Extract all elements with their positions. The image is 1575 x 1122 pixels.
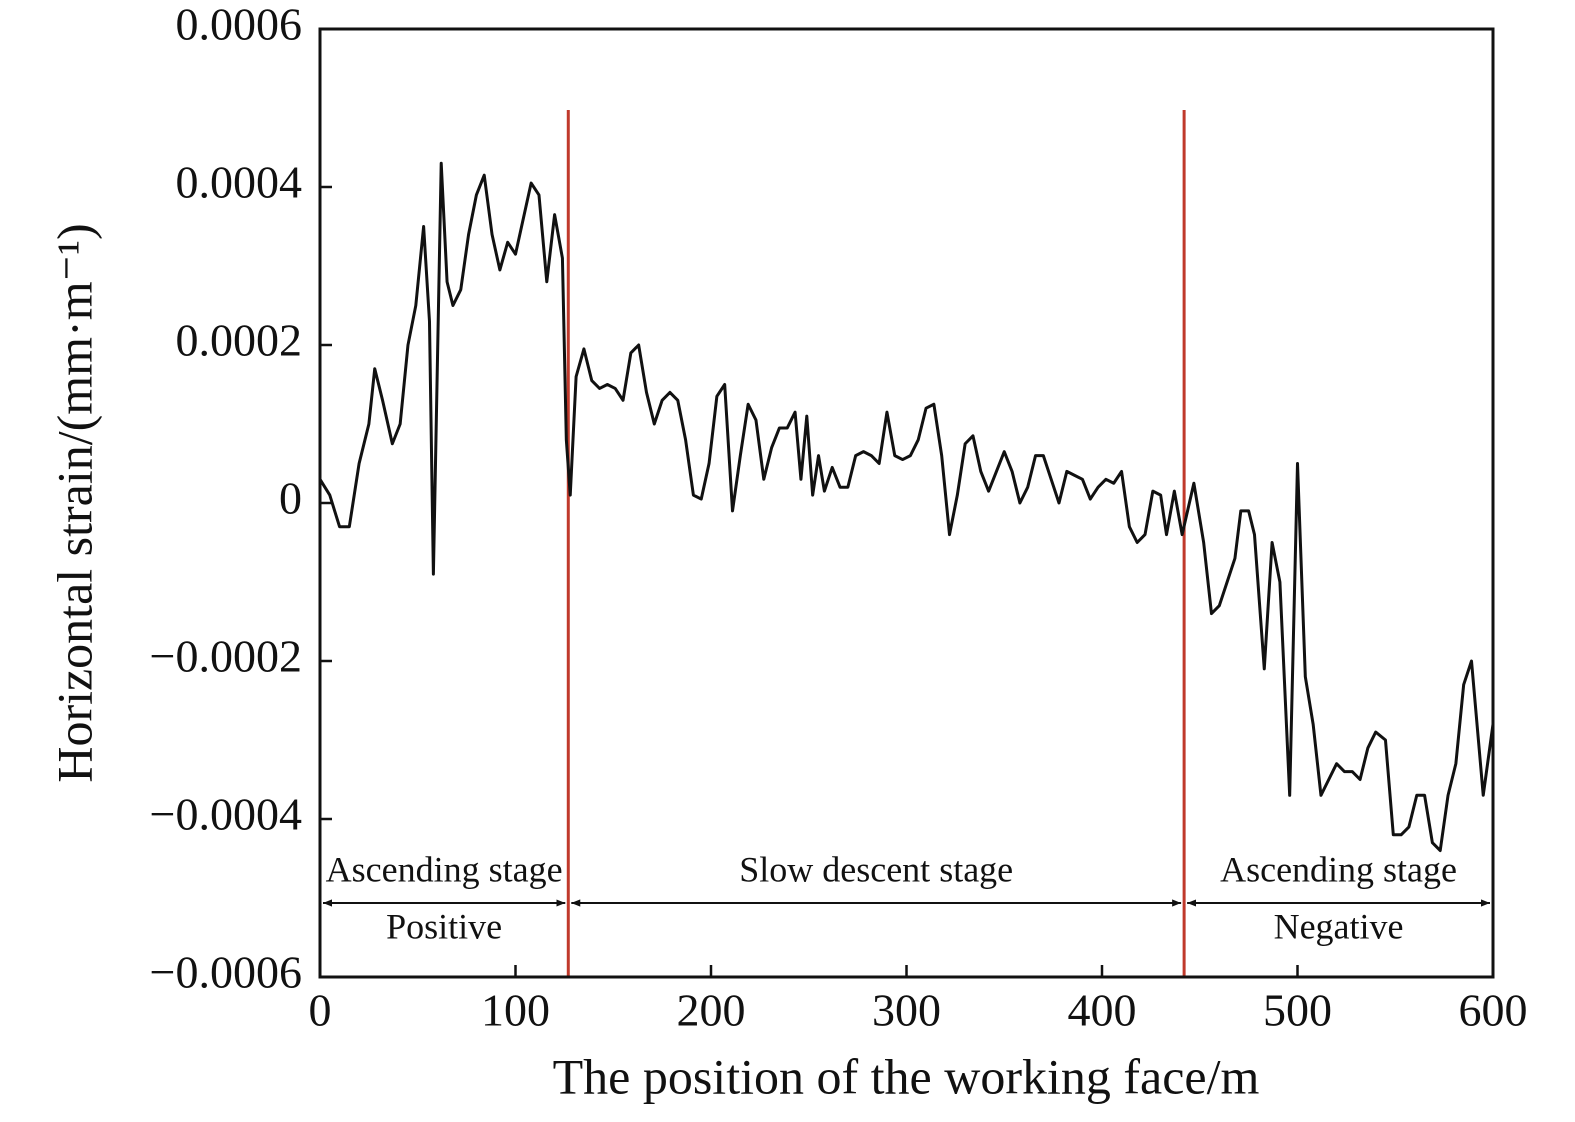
y-axis-title: Horizontal strain/(mm·m⁻¹) (46, 223, 102, 782)
x-tick-label: 300 (872, 985, 941, 1036)
y-tick-label: −0.0006 (150, 947, 302, 998)
data-line (318, 161, 1495, 853)
y-tick-label: −0.0004 (150, 789, 302, 840)
x-axis-title: The position of the working face/m (553, 1048, 1260, 1104)
x-tick-label: 600 (1459, 985, 1528, 1036)
x-tick-label: 500 (1263, 985, 1332, 1036)
x-tick-label: 200 (677, 985, 746, 1036)
x-tick-label: 400 (1068, 985, 1137, 1036)
stage-sublabel: Negative (1274, 906, 1404, 946)
y-tick-label: 0.0002 (176, 315, 303, 366)
y-tick-label: 0 (279, 473, 302, 524)
y-tick-label: −0.0002 (150, 631, 302, 682)
y-tick-label: 0.0006 (176, 0, 303, 50)
stage-label: Ascending stage (1220, 849, 1457, 889)
stage-label: Slow descent stage (739, 849, 1013, 889)
stage-label: Ascending stage (326, 849, 563, 889)
plot-frame (318, 27, 1495, 979)
stage-sublabel: Positive (386, 906, 502, 946)
x-tick-label: 100 (481, 985, 550, 1036)
y-tick-label: 0.0004 (176, 157, 303, 208)
x-tick-label: 0 (309, 985, 332, 1036)
